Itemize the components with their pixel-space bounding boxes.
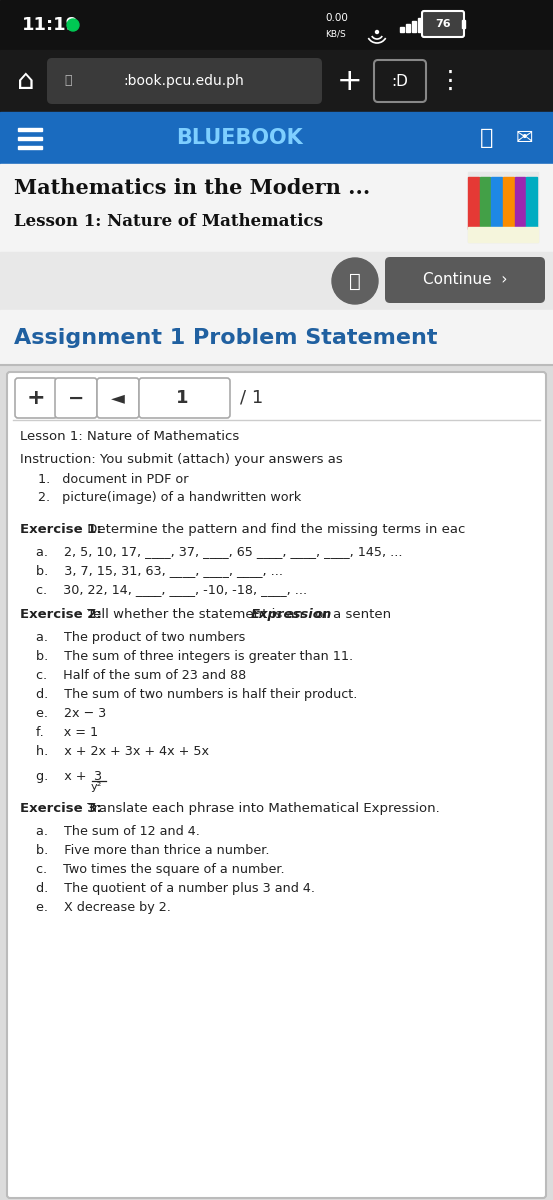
Text: a.    2, 5, 10, 17, ____, 37, ____, 65 ____, ____, ____, 145, ...: a. 2, 5, 10, 17, ____, 37, ____, 65 ____… [36, 545, 403, 558]
Text: :D: :D [392, 73, 409, 89]
Bar [0, 50, 553, 112]
Text: h.    x + 2x + 3x + 4x + 5x: h. x + 2x + 3x + 4x + 5x [36, 745, 209, 758]
Text: e.    2x − 3: e. 2x − 3 [36, 707, 106, 720]
Bar [526, 176, 537, 229]
Bar [18, 137, 42, 140]
Bar [0, 365, 553, 1200]
Bar [468, 227, 538, 242]
Bar [18, 146, 42, 149]
Text: Instruction: You submit (attach) your answers as: Instruction: You submit (attach) your an… [20, 452, 343, 466]
FancyBboxPatch shape [55, 378, 97, 418]
Text: Lesson 1: Nature of Mathematics: Lesson 1: Nature of Mathematics [20, 430, 239, 443]
Text: Exercise 3:: Exercise 3: [20, 802, 102, 815]
Text: 0.00: 0.00 [325, 13, 348, 23]
Bar [515, 176, 525, 229]
Text: 🔒: 🔒 [64, 74, 72, 88]
Bar [462, 20, 465, 28]
Bar [0, 112, 553, 164]
Text: Mathematics in the Modern ...: Mathematics in the Modern ... [14, 178, 371, 198]
Text: Lesson 1: Nature of Mathematics: Lesson 1: Nature of Mathematics [14, 214, 323, 230]
FancyBboxPatch shape [422, 11, 464, 37]
Text: e.    X decrease by 2.: e. X decrease by 2. [36, 901, 171, 914]
Text: −: − [68, 389, 84, 408]
Text: or a senten: or a senten [311, 608, 391, 622]
Bar [0, 310, 553, 365]
Text: c.    30, 22, 14, ____, ____, -10, -18, ____, ...: c. 30, 22, 14, ____, ____, -10, -18, ___… [36, 583, 307, 596]
Bar [479, 176, 491, 229]
Text: / 1: / 1 [240, 389, 263, 407]
Text: b.    The sum of three integers is greater than 11.: b. The sum of three integers is greater … [36, 650, 353, 662]
Circle shape [375, 30, 378, 34]
Text: 📓: 📓 [349, 271, 361, 290]
Text: Expression: Expression [251, 608, 332, 622]
Text: 1.   document in PDF or: 1. document in PDF or [38, 473, 189, 486]
Text: c.    Half of the sum of 23 and 88: c. Half of the sum of 23 and 88 [36, 670, 246, 682]
Text: f.     x = 1: f. x = 1 [36, 726, 98, 739]
Bar [468, 172, 538, 242]
Bar [0, 0, 553, 50]
Text: 11:19: 11:19 [22, 16, 79, 34]
Bar [0, 164, 553, 252]
FancyBboxPatch shape [385, 257, 545, 302]
Bar [18, 128, 42, 131]
Text: ◄: ◄ [111, 389, 125, 407]
Text: Assignment 1 Problem Statement: Assignment 1 Problem Statement [14, 328, 437, 348]
FancyBboxPatch shape [47, 58, 322, 104]
FancyBboxPatch shape [7, 372, 546, 1198]
Text: BLUEBOOK: BLUEBOOK [176, 128, 304, 148]
Bar [491, 176, 502, 229]
Text: a.    The product of two numbers: a. The product of two numbers [36, 631, 246, 644]
Text: ⌂: ⌂ [17, 67, 35, 95]
Bar [0, 252, 553, 310]
Text: d.    The quotient of a number plus 3 and 4.: d. The quotient of a number plus 3 and 4… [36, 882, 315, 895]
Text: d.    The sum of two numbers is half their product.: d. The sum of two numbers is half their … [36, 688, 357, 701]
Text: b.    Five more than thrice a number.: b. Five more than thrice a number. [36, 844, 269, 857]
Bar [468, 176, 479, 229]
FancyBboxPatch shape [97, 378, 139, 418]
Text: a.    The sum of 12 and 4.: a. The sum of 12 and 4. [36, 826, 200, 838]
Bar [503, 176, 514, 229]
Text: g.    x +: g. x + [36, 770, 91, 782]
Text: Tell whether the statement is an: Tell whether the statement is an [83, 608, 307, 622]
Text: Determine the pattern and find the missing terms in eac: Determine the pattern and find the missi… [83, 523, 466, 536]
Circle shape [67, 19, 79, 31]
Bar [400, 26, 404, 32]
Text: ✉: ✉ [515, 128, 533, 148]
Text: c.    Two times the square of a number.: c. Two times the square of a number. [36, 863, 285, 876]
Text: KB/S: KB/S [325, 30, 346, 38]
Text: y²: y² [91, 782, 102, 792]
Bar [406, 24, 410, 32]
Text: 76: 76 [435, 19, 451, 29]
Text: b.    3, 7, 15, 31, 63, ____, ____, ____, ...: b. 3, 7, 15, 31, 63, ____, ____, ____, .… [36, 564, 283, 577]
Text: +: + [27, 388, 45, 408]
Text: 1: 1 [176, 389, 188, 407]
Text: 2.   picture(image) of a handwritten work: 2. picture(image) of a handwritten work [38, 491, 301, 504]
Text: Exercise 2:: Exercise 2: [20, 608, 102, 622]
Text: +: + [337, 66, 363, 96]
Text: Continue  ›: Continue › [423, 272, 507, 288]
FancyBboxPatch shape [139, 378, 230, 418]
Circle shape [332, 258, 378, 304]
Text: Translate each phrase into Mathematical Expression.: Translate each phrase into Mathematical … [83, 802, 440, 815]
Bar [418, 18, 422, 32]
Text: 🔔: 🔔 [481, 128, 494, 148]
Text: Exercise 1:: Exercise 1: [20, 523, 102, 536]
Text: :book.pcu.edu.ph: :book.pcu.edu.ph [124, 74, 244, 88]
Text: ⋮: ⋮ [437, 68, 462, 92]
Text: 3: 3 [93, 770, 101, 782]
FancyBboxPatch shape [15, 378, 57, 418]
Bar [412, 20, 416, 32]
